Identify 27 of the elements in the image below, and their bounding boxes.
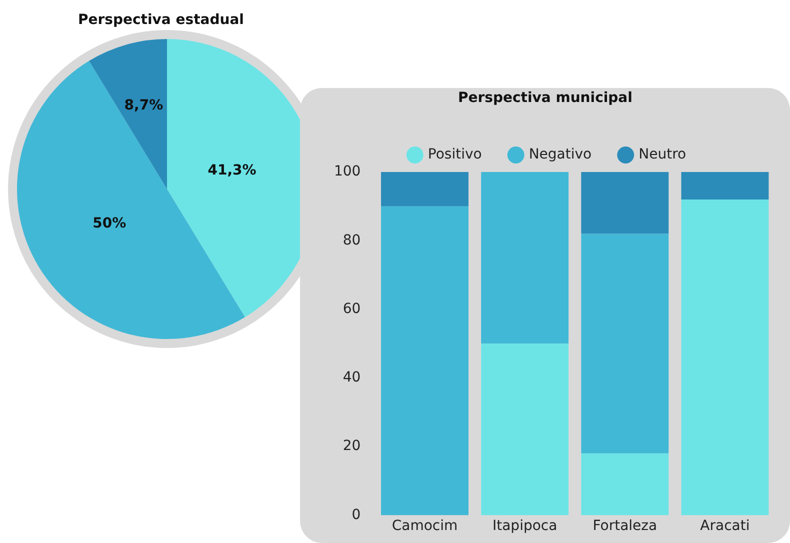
y-tick-label: 100 [334, 164, 361, 180]
x-tick-label: Itapipoca [492, 518, 558, 534]
y-tick-label: 60 [342, 300, 361, 317]
x-tick-label: Camocim [392, 518, 458, 534]
x-tick-label: Fortaleza [592, 518, 658, 534]
bar [681, 172, 769, 200]
data-label: 8,7% [124, 98, 164, 114]
x-tick-label: Aracati [700, 518, 750, 534]
bar [481, 172, 569, 344]
chart-title: Perspectiva municipal [458, 90, 632, 106]
bar [381, 206, 468, 516]
bar [581, 453, 669, 516]
chart-title: Perspectiva estadual [78, 12, 244, 28]
y-tick-label: 20 [342, 438, 361, 454]
bar [381, 172, 468, 206]
legend-label: Neutro [638, 146, 686, 163]
bar [581, 234, 669, 454]
bar [681, 199, 769, 516]
data-label: 41,3% [208, 162, 256, 178]
legend-label: Negativo [528, 146, 592, 163]
y-tick-label: 0 [352, 506, 361, 523]
legend-label: Positivo [428, 146, 482, 163]
data-label: 50% [92, 216, 126, 232]
bar [481, 344, 569, 516]
y-tick-label: 80 [342, 232, 361, 248]
y-tick-label: 40 [342, 370, 361, 386]
bar [581, 172, 669, 234]
